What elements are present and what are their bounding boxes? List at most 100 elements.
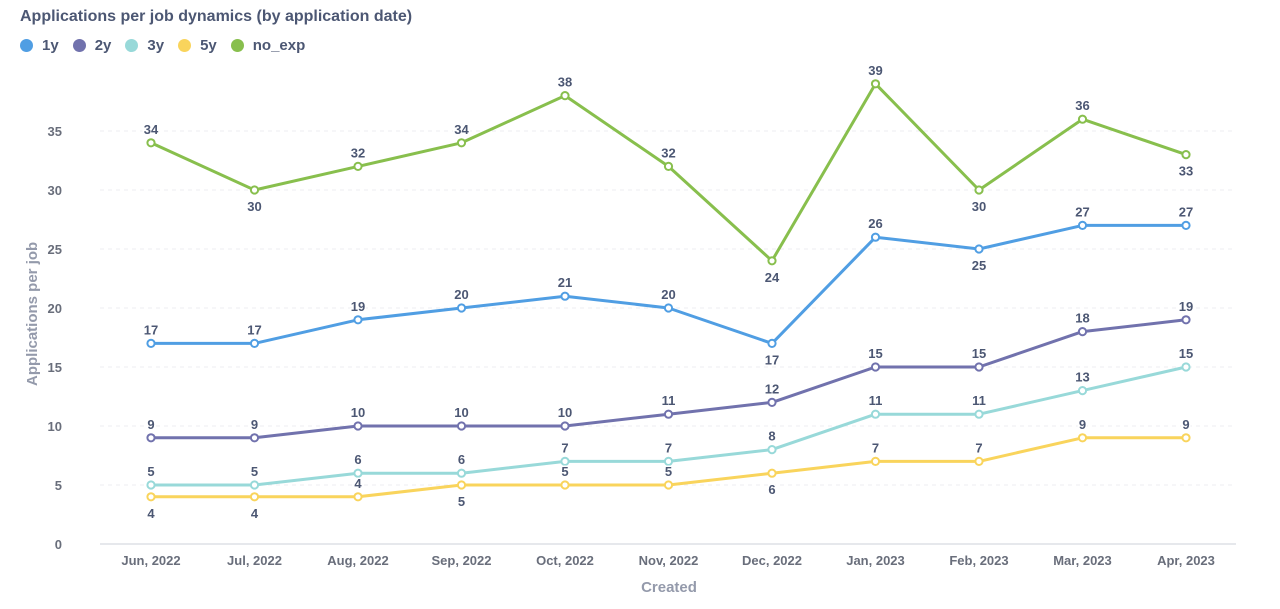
legend-item-2y[interactable]: 2y (72, 37, 111, 54)
y-tick-label: 15 (48, 360, 62, 375)
data-label-no_exp: 30 (247, 199, 261, 214)
data-point-5y (560, 480, 570, 490)
data-label-1y: 25 (972, 258, 986, 273)
data-point-3y (146, 480, 156, 490)
y-tick-label: 10 (48, 419, 62, 434)
series-line-2y (149, 318, 1188, 440)
legend-label: 5y (200, 37, 217, 54)
x-tick-label: Apr, 2023 (1157, 553, 1215, 568)
data-label-3y: 5 (251, 464, 258, 479)
data-label-no_exp: 30 (972, 199, 986, 214)
data-label-no_exp: 32 (351, 145, 365, 160)
data-label-1y: 17 (144, 322, 158, 337)
data-label-no_exp: 24 (765, 270, 780, 285)
data-label-1y: 21 (558, 275, 572, 290)
series-line-no_exp (149, 82, 1188, 263)
data-point-1y (560, 291, 570, 301)
data-point-2y (249, 433, 260, 443)
data-label-1y: 17 (247, 322, 261, 337)
data-label-3y: 11 (972, 393, 986, 408)
data-point-3y (767, 445, 777, 455)
legend-item-3y[interactable]: 3y (125, 37, 164, 54)
data-point-3y (456, 468, 467, 478)
series-line-1y (149, 223, 1188, 345)
y-tick-label: 30 (48, 183, 62, 198)
x-tick-label: Aug, 2022 (327, 553, 388, 568)
data-label-5y: 7 (975, 440, 982, 455)
data-label-1y: 26 (868, 216, 882, 231)
data-point-no_exp (456, 138, 467, 148)
data-label-2y: 11 (662, 393, 676, 408)
data-point-1y (1181, 220, 1191, 230)
legend-label: 1y (42, 37, 59, 54)
legend-label: no_exp (252, 37, 306, 54)
legend-item-no_exp[interactable]: no_exp (230, 37, 306, 54)
data-label-3y: 6 (458, 452, 465, 467)
data-label-2y: 10 (351, 405, 365, 420)
data-label-1y: 17 (765, 352, 779, 367)
x-tick-label: Jun, 2022 (121, 553, 180, 568)
data-label-2y: 15 (972, 346, 986, 361)
x-tick-label: Oct, 2022 (536, 553, 594, 568)
y-tick-label: 35 (48, 124, 62, 139)
data-point-5y (974, 456, 984, 466)
data-label-no_exp: 34 (144, 122, 159, 137)
y-tick-label: 20 (48, 301, 62, 316)
data-label-2y: 9 (251, 417, 258, 432)
data-label-no_exp: 32 (661, 145, 675, 160)
data-point-no_exp (870, 79, 881, 89)
data-label-1y: 20 (454, 287, 468, 302)
data-label-5y: 4 (147, 506, 155, 521)
legend: 1y 2y 3y 5y no_exp (20, 37, 319, 54)
data-label-1y: 19 (351, 299, 365, 314)
data-label-2y: 18 (1075, 311, 1089, 326)
data-label-2y: 19 (1179, 299, 1193, 314)
data-point-3y (663, 456, 674, 466)
data-point-1y (1077, 220, 1088, 230)
data-point-5y (146, 492, 156, 502)
data-point-no_exp (974, 185, 984, 195)
legend-item-5y[interactable]: 5y (178, 37, 217, 54)
data-point-3y (249, 480, 260, 490)
legend-swatch (72, 39, 86, 52)
legend-swatch (178, 39, 192, 52)
data-point-3y (1181, 362, 1191, 372)
data-point-1y (663, 303, 674, 313)
data-point-5y (663, 480, 674, 490)
data-point-no_exp (663, 161, 674, 171)
x-tick-label: Mar, 2023 (1053, 553, 1112, 568)
data-point-no_exp (1181, 150, 1191, 160)
data-point-5y (767, 468, 777, 478)
y-tick-label: 25 (48, 242, 62, 257)
data-point-1y (249, 338, 260, 348)
data-point-no_exp (1077, 114, 1088, 124)
data-label-2y: 10 (558, 405, 572, 420)
data-point-2y (1181, 315, 1191, 325)
data-label-2y: 10 (454, 405, 468, 420)
data-point-no_exp (767, 256, 777, 266)
data-point-5y (353, 492, 363, 502)
legend-item-1y[interactable]: 1y (20, 37, 59, 54)
data-point-5y (1077, 433, 1088, 443)
data-label-3y: 7 (561, 440, 568, 455)
x-tick-label: Jul, 2022 (227, 553, 282, 568)
data-point-2y (870, 362, 881, 372)
x-tick-label: Nov, 2022 (639, 553, 699, 568)
data-label-3y: 8 (768, 429, 775, 444)
data-point-3y (1077, 386, 1088, 396)
chart-title: Applications per job dynamics (by applic… (20, 8, 413, 25)
y-tick-label: 0 (55, 537, 62, 552)
data-label-5y: 6 (768, 482, 775, 497)
data-point-2y (560, 421, 570, 431)
legend-label: 3y (147, 37, 165, 54)
data-point-1y (870, 232, 881, 242)
data-label-2y: 9 (147, 417, 154, 432)
data-point-1y (456, 303, 467, 313)
x-tick-label: Dec, 2022 (742, 553, 802, 568)
data-label-5y: 9 (1079, 417, 1086, 432)
data-label-5y: 5 (561, 464, 568, 479)
data-point-5y (870, 456, 881, 466)
data-point-no_exp (146, 138, 156, 148)
data-point-1y (767, 338, 777, 348)
